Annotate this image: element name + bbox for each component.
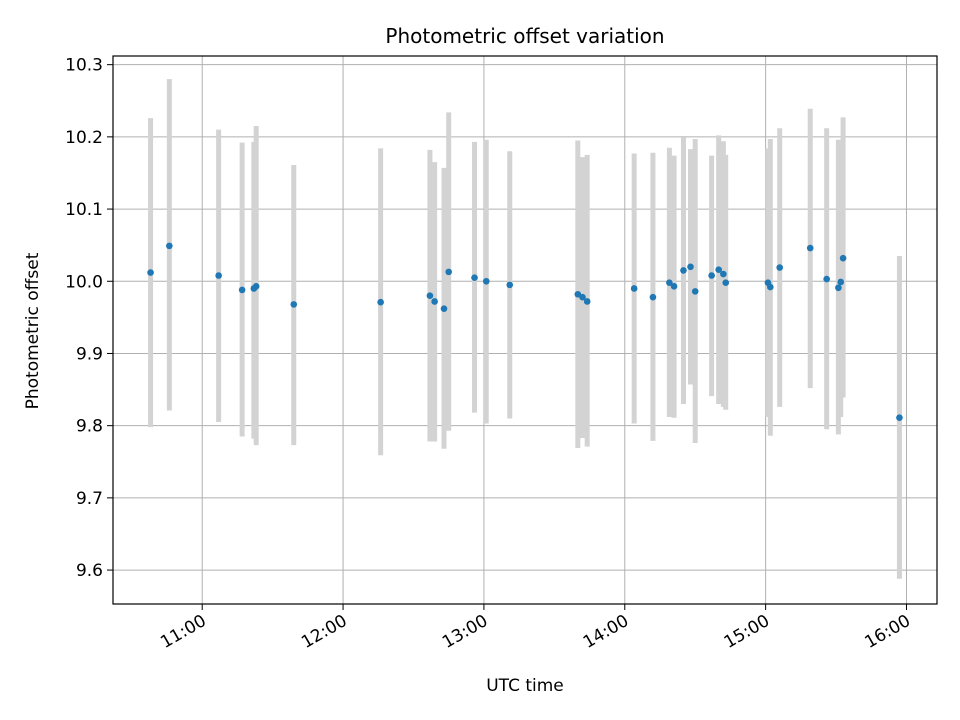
data-point (579, 293, 586, 301)
x-axis-label: UTC time (486, 676, 564, 696)
data-point (482, 277, 490, 285)
y-axis-ticks: 9.6 9.7 9.8 9.9 10.0 10.1 10.2 10.3 (65, 56, 113, 581)
data-point (431, 298, 438, 305)
data-point (215, 272, 222, 279)
data-point (666, 279, 673, 287)
data-point (252, 283, 260, 290)
data-point (440, 305, 448, 313)
y-tick-label: 9.9 (76, 344, 103, 364)
data-point (708, 272, 715, 279)
data-point (839, 254, 847, 262)
data-point (426, 292, 434, 300)
data-point (377, 298, 384, 306)
y-tick-label: 9.7 (76, 489, 103, 509)
data-point (687, 263, 694, 271)
data-point (680, 267, 687, 274)
data-point (776, 264, 784, 271)
data-point (445, 268, 453, 276)
data-point (670, 283, 678, 290)
y-tick-label: 10.3 (65, 56, 103, 76)
data-point (630, 285, 638, 292)
data-point (166, 242, 173, 250)
data-points (147, 242, 903, 422)
data-point (506, 281, 514, 289)
data-point (823, 275, 830, 283)
chart-title: Photometric offset variation (385, 24, 664, 48)
y-tick-label: 10.2 (65, 128, 103, 148)
y-tick-label: 10.1 (65, 200, 103, 220)
data-point (896, 414, 903, 422)
plot-area-frame (112, 55, 938, 605)
data-point (837, 278, 845, 286)
data-point (238, 286, 246, 294)
data-point (715, 266, 722, 274)
y-tick-label: 10.0 (65, 272, 103, 292)
data-point (720, 270, 727, 278)
data-point (583, 298, 591, 305)
data-point (806, 244, 814, 252)
data-point (767, 283, 774, 291)
data-point (649, 293, 657, 301)
data-point (290, 301, 298, 308)
data-point (471, 274, 478, 281)
data-point (691, 288, 699, 295)
y-tick-label: 9.6 (76, 561, 103, 581)
data-point (147, 269, 154, 276)
data-point (835, 284, 842, 292)
y-axis-label: Photometric offset (23, 252, 43, 409)
y-tick-label: 9.8 (76, 417, 103, 437)
data-point (722, 279, 730, 287)
